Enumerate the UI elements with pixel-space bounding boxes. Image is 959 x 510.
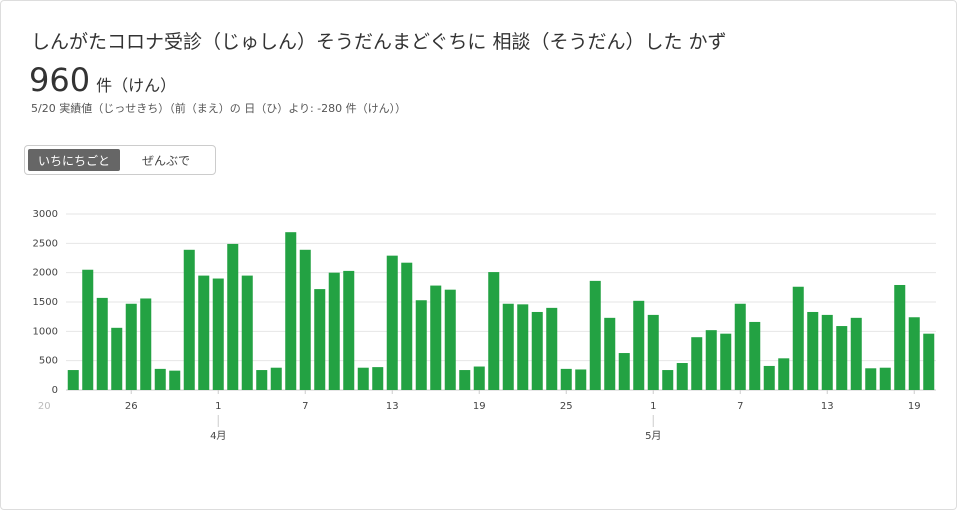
bar — [821, 314, 833, 390]
bar — [444, 289, 456, 390]
bar — [212, 278, 224, 390]
bar — [502, 303, 514, 390]
subtitle: 5/20 実績値（じっせきち）（前（まえ）の 日（ひ）より: -280 件（けん… — [31, 102, 407, 115]
bar — [357, 367, 369, 390]
unit: 件（けん） — [96, 76, 177, 95]
bar — [894, 284, 906, 390]
bar — [749, 321, 761, 390]
y-tick-label: 1000 — [33, 326, 58, 337]
bar — [401, 262, 413, 390]
bar — [140, 298, 152, 390]
bar — [633, 300, 645, 390]
bar — [241, 275, 253, 390]
bar — [865, 368, 877, 390]
bar — [517, 304, 529, 390]
x-tick-label: 25 — [560, 401, 573, 412]
bar — [96, 297, 108, 390]
bar — [82, 269, 94, 390]
bar — [923, 333, 935, 390]
month-label: 4月 — [210, 430, 226, 442]
bar — [546, 307, 558, 390]
bar — [459, 370, 471, 390]
bar — [705, 330, 717, 390]
bar — [560, 368, 572, 390]
bar — [604, 317, 616, 390]
bar — [198, 275, 210, 390]
bar — [488, 272, 500, 390]
bar — [589, 280, 601, 390]
bar — [720, 333, 732, 390]
y-tick-label: 3000 — [33, 209, 58, 220]
x-tick-label: 1 — [650, 401, 656, 412]
toggle: いちにちごと ぜんぶで — [24, 145, 216, 175]
bar — [111, 327, 123, 390]
x-tick-label: 1 — [215, 401, 221, 412]
bar — [154, 368, 166, 390]
x-tick-label: 20 — [38, 401, 51, 412]
toggle-option[interactable]: いちにちごと — [28, 149, 120, 171]
bar — [314, 289, 326, 390]
bar — [67, 370, 79, 390]
big-value: 960 件（けん） — [29, 61, 176, 99]
chart: 0 500 1000 1500 2000 2500 3000 20 26 1 4月 7 13 19 25 1 5… — [33, 209, 936, 442]
bar — [125, 303, 137, 390]
number: 960 — [29, 61, 91, 99]
bar — [169, 370, 181, 390]
bar — [691, 337, 703, 390]
y-tick-label: 500 — [39, 356, 58, 367]
bar — [850, 317, 862, 390]
bar — [807, 311, 819, 390]
title: しんがたコロナ受診（じゅしん）そうだんまどぐちに 相談（そうだん）した かず — [31, 31, 727, 53]
bar — [256, 370, 268, 390]
bar — [836, 326, 848, 390]
bar — [908, 317, 920, 390]
y-tick-label: 1500 — [33, 297, 58, 308]
y-tick-label: 0 — [52, 385, 58, 396]
y-tick-label: 2000 — [33, 268, 58, 279]
x-tick-label: 13 — [821, 401, 834, 412]
bar — [676, 363, 688, 390]
x-tick-label: 19 — [908, 401, 921, 412]
bar — [328, 272, 340, 390]
bar — [343, 270, 355, 390]
bar — [647, 314, 659, 390]
bar — [183, 249, 195, 390]
bar — [270, 367, 282, 390]
bar — [618, 353, 630, 390]
x-tick-label: 19 — [473, 401, 486, 412]
bar — [763, 365, 775, 390]
bar — [430, 285, 442, 390]
bar — [372, 367, 384, 390]
bar — [473, 366, 485, 390]
bar — [734, 303, 746, 390]
x-tick-label: 13 — [386, 401, 399, 412]
bar — [386, 255, 398, 390]
bar — [792, 286, 804, 390]
x-tick-label: 26 — [125, 401, 138, 412]
bar — [227, 243, 239, 390]
bar — [299, 249, 311, 390]
month-label: 5月 — [645, 430, 661, 442]
x-tick-label: 7 — [302, 401, 308, 412]
bar — [531, 311, 543, 390]
bar — [879, 367, 891, 390]
bar — [575, 369, 587, 390]
y-tick-label: 2500 — [33, 238, 58, 249]
bar — [662, 370, 674, 390]
x-tick-label: 7 — [737, 401, 743, 412]
bar — [778, 358, 790, 390]
bar — [415, 300, 427, 390]
toggle-option[interactable]: ぜんぶで — [141, 153, 190, 168]
bar — [285, 232, 297, 390]
